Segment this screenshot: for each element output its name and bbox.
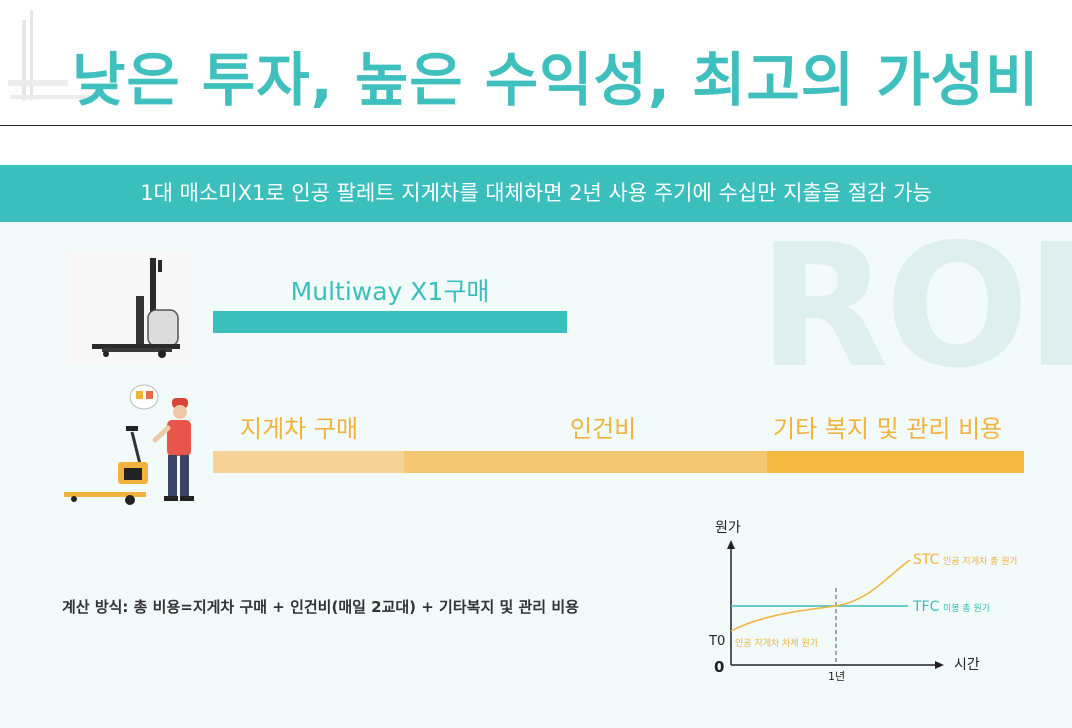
- roi-watermark: ROI: [758, 208, 1072, 406]
- multiway-purchase-bar: [213, 311, 567, 333]
- worker-with-pallet-truck-image: [60, 380, 210, 510]
- background-stacker-thumbnail: [0, 0, 100, 120]
- labor-cost-label: 인건비: [570, 415, 637, 443]
- page-title: 낮은 투자, 높은 수익성, 최고의 가성비: [72, 46, 1040, 114]
- x-axis-label: 시간: [954, 657, 980, 673]
- stacker-robot-image: [66, 250, 192, 364]
- t0-note: 인공 지게차 차체 원가: [735, 637, 818, 649]
- forklift-purchase-bar: [213, 451, 404, 473]
- stc-curve: [730, 559, 911, 632]
- title-divider: [0, 125, 1072, 126]
- labor-cost-bar: [404, 451, 767, 473]
- tfc-label: TFC: [912, 599, 940, 615]
- stc-note: 인공 지게차 총 원가: [943, 555, 1018, 567]
- multiway-purchase-label: Multiway X1구매: [290, 277, 490, 306]
- forklift-purchase-label: 지게차 구매: [240, 415, 359, 443]
- t0-label: T0: [708, 634, 725, 649]
- x-axis-arrow: [935, 661, 944, 669]
- other-costs-bar: [767, 451, 1024, 473]
- origin-label: 0: [714, 658, 724, 676]
- stc-label: STC: [913, 552, 940, 568]
- y-axis-arrow: [727, 540, 735, 549]
- cost-time-diagram: 원가 시간 0 T0 인공 지게차 차체 원가 1년 STC 인공 지게차 총 …: [708, 520, 1018, 683]
- tfc-note: 미봉 총 원가: [943, 603, 990, 614]
- y-axis-label: 원가: [715, 520, 741, 536]
- calculation-formula: 계산 방식: 총 비용=지게차 구매 + 인건비(매일 2교대) + 기타복지 …: [62, 598, 579, 616]
- year-tick-label: 1년: [828, 670, 845, 683]
- summary-banner: 1대 매소미X1로 인공 팔레트 지게차를 대체하면 2년 사용 주기에 수십만…: [0, 165, 1072, 222]
- other-costs-label: 기타 복지 및 관리 비용: [773, 415, 1003, 443]
